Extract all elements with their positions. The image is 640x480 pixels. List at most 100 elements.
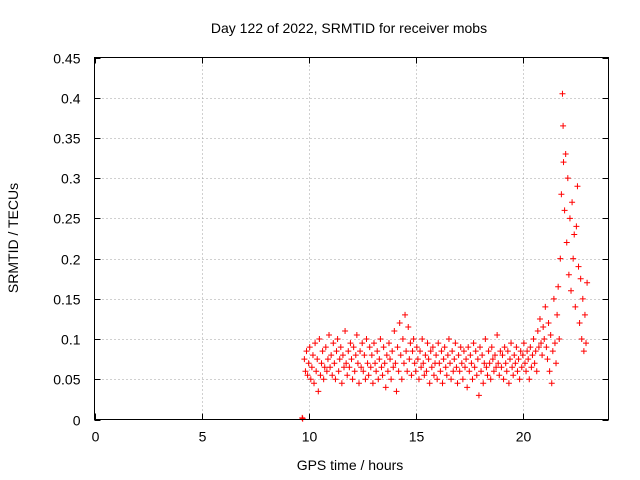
data-point (538, 340, 545, 347)
data-point (363, 336, 370, 343)
data-point (488, 344, 495, 351)
data-point (440, 356, 447, 363)
data-point (352, 352, 359, 359)
data-point (473, 372, 480, 379)
data-point (369, 380, 376, 387)
data-point (481, 360, 488, 367)
data-point (333, 348, 340, 355)
data-point (462, 364, 469, 371)
data-point (536, 315, 543, 322)
data-point (349, 376, 356, 383)
data-point (531, 360, 538, 367)
data-point (447, 360, 454, 367)
data-point (382, 384, 389, 391)
data-point (494, 332, 501, 339)
data-point (489, 356, 496, 363)
data-point (329, 372, 336, 379)
data-point (499, 352, 506, 359)
data-point (549, 348, 556, 355)
data-point (339, 352, 346, 359)
data-point (365, 372, 372, 379)
data-point (563, 239, 570, 246)
y-tick-label: 0 (73, 413, 81, 429)
data-point (465, 344, 472, 351)
data-point (478, 368, 485, 375)
data-point (573, 223, 580, 230)
data-point (422, 352, 429, 359)
data-point (474, 356, 481, 363)
data-point (448, 376, 455, 383)
data-point (519, 352, 526, 359)
data-point (392, 360, 399, 367)
data-point (357, 348, 364, 355)
data-point (320, 376, 327, 383)
data-point (511, 352, 518, 359)
x-tick-label: 5 (199, 429, 207, 445)
data-point (405, 323, 412, 330)
data-point (491, 352, 498, 359)
data-point (301, 356, 308, 363)
data-point (464, 384, 471, 391)
data-point (471, 364, 478, 371)
data-point (500, 376, 507, 383)
data-point (545, 319, 552, 326)
data-point (427, 348, 434, 355)
data-point (526, 376, 533, 383)
data-point (384, 368, 391, 375)
data-point (417, 348, 424, 355)
data-point (355, 380, 362, 387)
data-point (468, 360, 475, 367)
data-point (456, 368, 463, 375)
data-point (381, 360, 388, 367)
data-point (307, 376, 314, 383)
data-point (523, 368, 530, 375)
data-point (459, 376, 466, 383)
data-point (316, 336, 323, 343)
data-point (540, 323, 547, 330)
data-point (331, 360, 338, 367)
data-point (541, 336, 548, 343)
data-point (322, 344, 329, 351)
data-point (466, 368, 473, 375)
data-point (566, 215, 573, 222)
data-point (367, 364, 374, 371)
data-point (562, 151, 569, 158)
data-point (375, 376, 382, 383)
data-point (404, 368, 411, 375)
data-point (568, 287, 575, 294)
data-point (516, 376, 523, 383)
y-tick-label: 0.15 (53, 292, 80, 308)
data-point (408, 372, 415, 379)
data-point (451, 356, 458, 363)
data-point (518, 364, 525, 371)
data-point (413, 344, 420, 351)
data-point (319, 348, 326, 355)
data-point (510, 372, 517, 379)
data-point (436, 360, 443, 367)
data-point (407, 340, 414, 347)
data-point (419, 336, 426, 343)
data-point (328, 352, 335, 359)
data-point (361, 352, 368, 359)
data-point (554, 311, 561, 318)
data-point (560, 122, 567, 129)
data-point (378, 364, 385, 371)
data-point (390, 364, 397, 371)
data-point (346, 364, 353, 371)
y-tick-label: 0.3 (61, 171, 81, 187)
data-point (410, 336, 417, 343)
data-point (578, 336, 585, 343)
data-point (359, 340, 366, 347)
data-point (559, 90, 566, 97)
data-point (502, 360, 509, 367)
data-point (525, 356, 532, 363)
data-point (302, 368, 309, 375)
data-point (441, 344, 448, 351)
data-point (581, 311, 588, 318)
data-point (504, 348, 511, 355)
data-point (308, 364, 315, 371)
data-point (303, 348, 310, 355)
data-point (358, 364, 365, 371)
data-point (435, 340, 442, 347)
data-point (564, 175, 571, 182)
